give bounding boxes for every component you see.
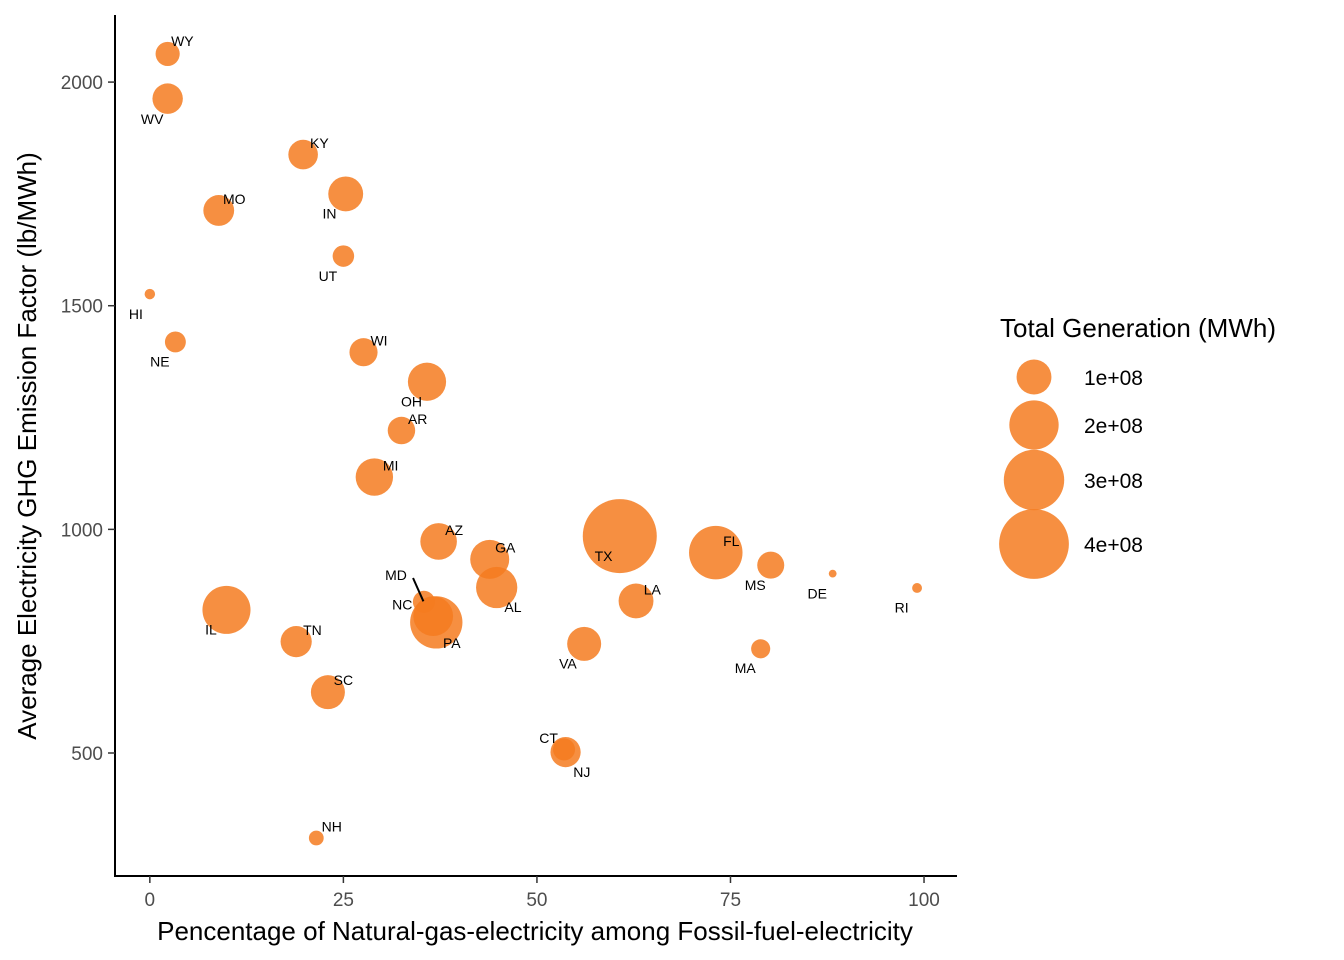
point-label-mi: MI — [383, 457, 399, 473]
point-label-hi: HI — [129, 306, 143, 322]
data-point-ms — [757, 551, 785, 579]
data-point-tx — [582, 499, 657, 574]
data-point-az — [420, 523, 457, 560]
point-label-nj: NJ — [573, 764, 590, 780]
data-point-in — [328, 176, 364, 212]
legend-title: Total Generation (MWh) — [1000, 313, 1276, 343]
data-point-la — [618, 583, 654, 619]
data-point-ut — [332, 245, 355, 267]
data-point-nh — [308, 830, 324, 846]
point-label-wi: WI — [370, 333, 387, 349]
point-labels: WY WV KY IN MO UT HI NE WI OH AR MI AZ GA TX FL MS DE RI AL… — [129, 33, 909, 834]
point-label-ne: NE — [150, 354, 169, 370]
legend-entries: 1e+08 2e+08 3e+08 4e+08 — [999, 359, 1143, 579]
legend-label-3: 3e+08 — [1084, 470, 1143, 493]
point-label-ga: GA — [495, 539, 516, 555]
point-label-al: AL — [504, 599, 521, 615]
legend-key-4 — [999, 509, 1069, 579]
data-point-va — [567, 626, 602, 661]
data-point-de — [828, 569, 837, 578]
data-point-ky — [288, 139, 318, 170]
data-point-ne — [164, 331, 186, 353]
point-label-ct: CT — [539, 730, 558, 746]
legend-key-2 — [1009, 400, 1059, 450]
data-point-sc — [310, 675, 345, 710]
data-point-ri — [912, 583, 922, 593]
x-tick-label: 75 — [720, 890, 741, 911]
data-point-wv — [152, 83, 183, 114]
data-point-mi — [355, 458, 394, 496]
point-label-va: VA — [559, 656, 577, 672]
point-label-ri: RI — [895, 600, 909, 616]
y-tick-label: 500 — [71, 744, 103, 765]
data-point-wy — [155, 41, 180, 66]
point-label-mo: MO — [223, 191, 246, 207]
legend-key-1 — [1016, 359, 1052, 395]
data-point-ar — [387, 416, 416, 445]
y-tick-label: 1000 — [61, 520, 103, 541]
data-point-hi — [144, 288, 156, 300]
point-label-oh: OH — [401, 393, 422, 409]
point-label-il: IL — [205, 622, 217, 638]
point-label-nh: NH — [322, 818, 342, 834]
legend-label-2: 2e+08 — [1084, 415, 1143, 438]
x-axis-title: Pencentage of Natural-gas-electricity am… — [157, 916, 913, 946]
leader-lines — [412, 577, 425, 602]
data-point-tn — [280, 626, 312, 658]
x-tick-label: 0 — [145, 890, 156, 911]
data-point-mo — [203, 195, 235, 226]
point-label-de: DE — [807, 585, 826, 601]
size-legend: Total Generation (MWh) 1e+08 2e+08 3e+08 4e… — [999, 313, 1276, 579]
point-label-la: LA — [644, 581, 662, 597]
point-label-ms: MS — [745, 577, 766, 593]
point-label-pa: PA — [443, 635, 461, 651]
point-label-sc: SC — [334, 672, 353, 688]
data-point-wi — [349, 338, 378, 367]
y-tick-label: 2000 — [61, 73, 103, 94]
x-tick-label: 100 — [908, 890, 940, 911]
axes — [114, 15, 957, 877]
point-label-ma: MA — [735, 660, 757, 676]
legend-key-3 — [1003, 449, 1065, 511]
leader-line-md — [412, 577, 425, 602]
data-point-fl — [689, 525, 743, 580]
legend-label-4: 4e+08 — [1084, 534, 1143, 557]
point-label-az: AZ — [445, 522, 463, 538]
point-label-ut: UT — [319, 268, 338, 284]
data-point-ma — [751, 639, 771, 659]
point-label-md: MD — [385, 567, 407, 583]
points-layer — [144, 41, 922, 846]
data-point-ct — [553, 738, 576, 761]
point-label-fl: FL — [723, 533, 740, 549]
y-tick-label: 1500 — [61, 297, 103, 318]
point-label-nc: NC — [392, 597, 412, 613]
data-point-oh — [407, 362, 447, 401]
data-point-il — [202, 585, 251, 634]
point-label-tn: TN — [303, 622, 322, 638]
point-label-ar: AR — [408, 411, 427, 427]
point-label-tx: TX — [595, 548, 614, 564]
data-point-ga — [470, 539, 510, 579]
y-ticks: 500 1000 1500 2000 — [61, 73, 115, 765]
y-axis-title: Average Electricity GHG Emission Factor … — [12, 152, 42, 740]
x-tick-label: 50 — [526, 890, 547, 911]
point-label-in: IN — [322, 206, 336, 222]
data-point-md — [412, 590, 435, 613]
point-label-wv: WV — [141, 111, 164, 127]
point-label-ky: KY — [310, 135, 329, 151]
x-ticks: 0 25 50 75 100 — [145, 876, 940, 911]
legend-label-1: 1e+08 — [1084, 367, 1143, 390]
point-label-wy: WY — [171, 33, 194, 49]
x-tick-label: 25 — [333, 890, 354, 911]
